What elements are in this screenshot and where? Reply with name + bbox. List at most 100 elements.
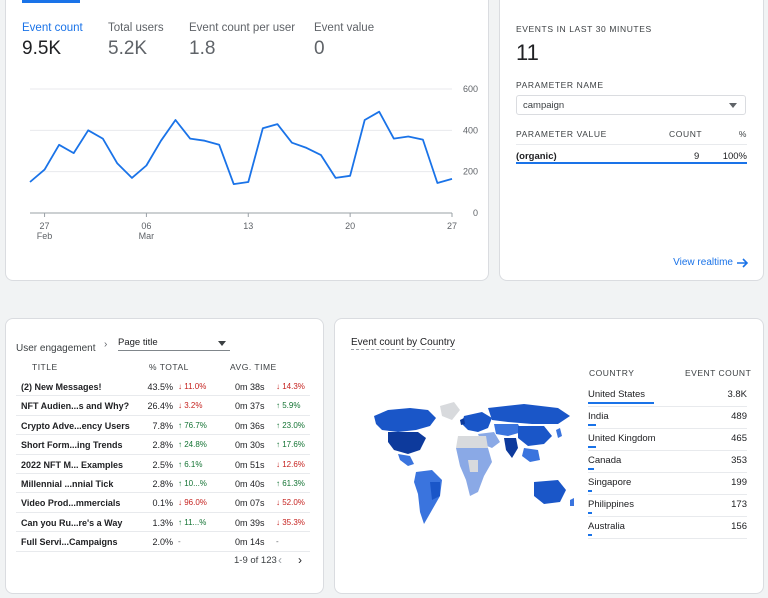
data-point[interactable]	[289, 140, 294, 145]
row-time-change: ↓ 52.0%	[276, 498, 305, 508]
country-card-title: Event count by Country	[351, 337, 455, 350]
row-percent-change: ↓ 3.2%	[178, 401, 203, 411]
metric-total-users[interactable]: Total users 5.2K	[108, 22, 164, 60]
x-tick-month-label: Feb	[37, 231, 53, 241]
data-point[interactable]	[304, 145, 309, 150]
data-point[interactable]	[129, 175, 134, 180]
data-point[interactable]	[246, 180, 251, 185]
table-row[interactable]: Full Servi...Campaigns 2.0% -0m 14s -	[16, 532, 310, 552]
table-row[interactable]: Can you Ru...re's a Way 1.3% ↑ 11...% 0m 39…	[16, 513, 310, 533]
row-avg-time: 0m 40s	[235, 479, 265, 489]
metric-label: Total users	[108, 22, 164, 34]
map-canada	[374, 408, 436, 432]
row-percent-total: 2.8%	[152, 479, 173, 489]
table-row[interactable]: Singapore 199	[588, 473, 747, 495]
data-point[interactable]	[173, 118, 178, 123]
row-percent-total: 7.8%	[152, 420, 173, 431]
data-point[interactable]	[71, 151, 76, 156]
data-point[interactable]	[115, 161, 120, 166]
data-point[interactable]	[450, 176, 455, 181]
metric-label: Event value	[314, 22, 375, 34]
col-percent: %	[738, 129, 747, 139]
map-africa-patch	[468, 460, 478, 472]
data-point[interactable]	[348, 173, 353, 178]
row-time-change: ↓ 14.3%	[276, 382, 305, 391]
data-point[interactable]	[28, 180, 33, 185]
row-percent-change: ↑ 11...%	[178, 517, 207, 527]
data-point[interactable]	[188, 136, 193, 141]
data-point[interactable]	[435, 181, 440, 186]
data-point[interactable]	[158, 138, 163, 143]
realtime-title: EVENTS IN LAST 30 MINUTES	[516, 24, 652, 34]
parameter-name-select[interactable]: campaign	[516, 95, 746, 115]
table-row[interactable]: (2) New Messages! 43.5% ↓ 11.0% 0m 38s ↓ 14.…	[16, 377, 310, 397]
chevron-right-icon: ›	[104, 339, 108, 350]
data-point[interactable]	[420, 137, 425, 142]
row-title: Short Form...ing Trends	[21, 440, 123, 451]
metric-event-value[interactable]: Event value 0	[314, 22, 374, 60]
y-tick-label: 0	[473, 208, 478, 218]
table-row[interactable]: Crypto Adve...ency Users 7.8% ↑ 76.7% 0m 36…	[16, 416, 310, 436]
table-row[interactable]: Australia 156	[588, 517, 747, 539]
table-row[interactable]: Canada 353	[588, 451, 747, 473]
parameter-name-label: PARAMETER NAME	[516, 80, 604, 90]
data-point[interactable]	[86, 128, 91, 133]
data-point[interactable]	[42, 167, 47, 172]
metric-event-count[interactable]: Event count 9.5K	[22, 22, 83, 60]
table-row[interactable]: Short Form...ing Trends 2.8% ↑ 24.8% 0m 30s…	[16, 435, 310, 455]
previous-page-icon[interactable]: ‹	[278, 553, 282, 567]
row-percent-change: ↑ 10...%	[178, 479, 207, 488]
table-row[interactable]: (organic) 9 100%	[516, 144, 747, 164]
row-time-change: -	[276, 537, 279, 547]
next-page-icon[interactable]: ›	[298, 553, 302, 567]
map-nz	[570, 498, 574, 506]
row-avg-time: 0m 39s	[235, 517, 265, 528]
row-percent: 100%	[722, 151, 747, 162]
row-percent-total: 2.5%	[152, 459, 173, 470]
x-tick-month-label: Mar	[139, 231, 155, 241]
data-point[interactable]	[406, 134, 411, 139]
row-event-count: 199	[731, 477, 747, 488]
map-india	[504, 438, 518, 458]
data-point[interactable]	[260, 126, 265, 131]
col-avg-time: AVG. TIME	[230, 362, 277, 372]
row-avg-time: 0m 51s	[235, 459, 265, 470]
dropdown-arrow-icon	[729, 103, 737, 108]
table-row[interactable]: Philippines 173	[588, 495, 747, 517]
data-point[interactable]	[57, 142, 62, 147]
dimension-dropdown[interactable]: Page title	[118, 337, 230, 351]
engagement-heading: User engagement	[16, 338, 96, 356]
table-row[interactable]: Millennial ...nnial Tick 2.8% ↑ 10...% 0m 4…	[16, 474, 310, 494]
view-realtime-link[interactable]: View realtime	[673, 257, 749, 268]
data-point[interactable]	[319, 153, 324, 158]
y-tick-label: 400	[463, 125, 478, 135]
row-percent-change: ↑ 6.1%	[178, 459, 203, 469]
row-percent-change: -	[178, 537, 181, 547]
table-row[interactable]: India 489	[588, 407, 747, 429]
col-count: COUNT	[669, 129, 703, 139]
row-title: NFT Audien...s and Why?	[21, 401, 130, 412]
table-row[interactable]: United States 3.8K	[588, 385, 747, 407]
data-point[interactable]	[217, 142, 222, 147]
data-point[interactable]	[275, 122, 280, 127]
data-point[interactable]	[100, 136, 105, 141]
data-point[interactable]	[333, 175, 338, 180]
table-row[interactable]: 2022 NFT M... Examples 2.5% ↑ 6.1% 0m 51s ↓ …	[16, 455, 310, 474]
table-row[interactable]: United Kingdom 465	[588, 429, 747, 451]
data-point[interactable]	[362, 118, 367, 123]
row-percent-total: 2.8%	[152, 440, 173, 451]
table-row[interactable]: NFT Audien...s and Why? 26.4% ↓ 3.2% 0m 37s…	[16, 396, 310, 416]
data-point[interactable]	[391, 136, 396, 141]
data-point[interactable]	[231, 182, 236, 187]
row-title: Video Prod...mmercials	[21, 498, 121, 509]
row-percent-change: ↑ 24.8%	[178, 440, 207, 450]
data-point[interactable]	[377, 109, 382, 114]
table-row[interactable]: Video Prod...mmercials 0.1% ↓ 96.0% 0m 07s ↓…	[16, 493, 310, 513]
row-percent-total: 2.0%	[152, 537, 173, 548]
data-point[interactable]	[202, 138, 207, 143]
row-avg-time: 0m 37s	[235, 401, 265, 412]
data-point[interactable]	[144, 163, 149, 168]
row-country: United States	[588, 389, 646, 400]
metric-event-count-per-user[interactable]: Event count per user 1.8	[189, 22, 295, 60]
